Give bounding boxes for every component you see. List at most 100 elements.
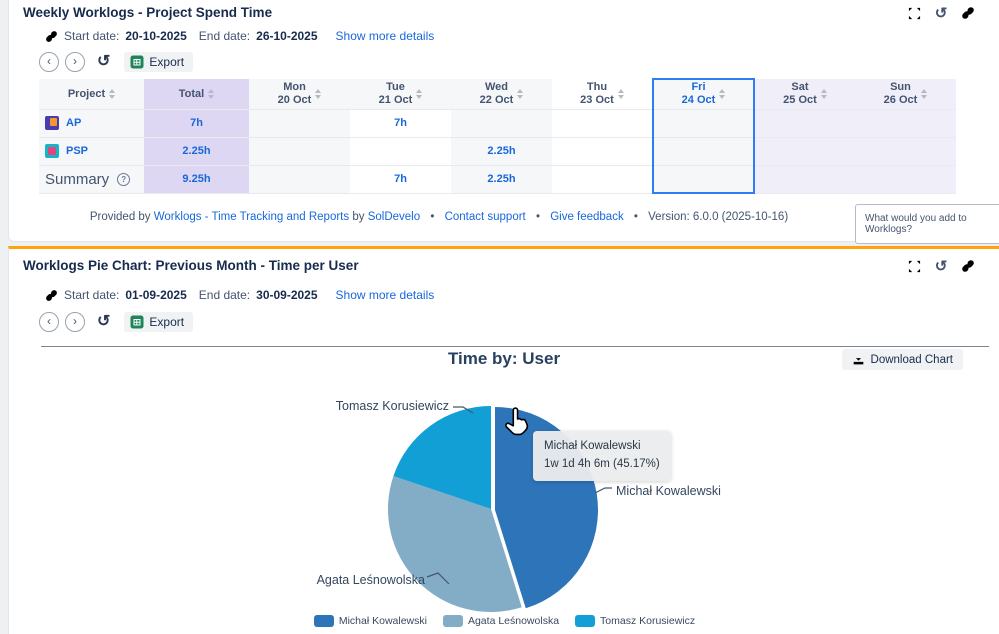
table-cell bbox=[249, 165, 350, 194]
spreadsheet-icon bbox=[130, 55, 144, 69]
table-cell bbox=[249, 137, 350, 166]
table-header-row: Project Total Mon 20 Oct Tue 21 Oct Wed 22 … bbox=[39, 78, 956, 110]
fullscreen-icon[interactable] bbox=[905, 257, 923, 275]
link-icon[interactable] bbox=[959, 4, 977, 22]
column-header-project[interactable]: Project bbox=[39, 79, 144, 110]
column-header-tue[interactable]: Tue 21 Oct bbox=[350, 79, 451, 110]
chart-legend: Michał Kowalewski Agata Leśnowolska Toma… bbox=[9, 615, 999, 627]
give-feedback-link[interactable]: Give feedback bbox=[550, 211, 624, 223]
pie-slice-1[interactable] bbox=[388, 476, 522, 612]
project-avatar-icon bbox=[45, 116, 59, 130]
app-link[interactable]: Worklogs - Time Tracking and Reports bbox=[153, 211, 350, 223]
column-header-fri-today[interactable]: Fri 24 Oct bbox=[652, 78, 755, 110]
link-icon[interactable] bbox=[959, 257, 977, 275]
column-header-mon[interactable]: Mon 20 Oct bbox=[249, 79, 350, 110]
column-header-thu[interactable]: Thu 23 Oct bbox=[552, 79, 653, 110]
table-cell bbox=[754, 109, 855, 138]
table-row-summary: Summary? 9.25h 7h 2.25h bbox=[39, 165, 956, 194]
contact-support-link[interactable]: Contact support bbox=[444, 211, 526, 223]
worklog-table: Project Total Mon 20 Oct Tue 21 Oct Wed 22 … bbox=[39, 78, 956, 194]
divider bbox=[41, 346, 989, 347]
widget1-header-actions: ↺ bbox=[878, 4, 977, 22]
table-cell bbox=[451, 109, 552, 138]
pie-label-agata: Agata Leśnowolska bbox=[316, 573, 425, 587]
column-header-total[interactable]: Total bbox=[144, 79, 249, 110]
widget2-dates: Start date: 01-09-2025 End date: 30-09-2… bbox=[45, 288, 434, 302]
column-header-wed[interactable]: Wed 22 Oct bbox=[451, 79, 552, 110]
start-date-value: 01-09-2025 bbox=[125, 288, 187, 302]
table-row-ap: AP 7h 7h bbox=[39, 109, 956, 138]
widget1-title: Weekly Worklogs - Project Spend Time bbox=[23, 5, 273, 20]
legend-item-agata[interactable]: Agata Leśnowolska bbox=[442, 615, 559, 627]
download-chart-button[interactable]: Download Chart bbox=[841, 349, 963, 370]
table-cell bbox=[855, 109, 956, 138]
leader-line-tomasz bbox=[453, 406, 474, 414]
collapse-icon[interactable] bbox=[878, 4, 896, 22]
export-label: Export bbox=[149, 315, 185, 329]
column-header-sat[interactable]: Sat 25 Oct bbox=[754, 79, 855, 110]
pie-label-tomasz: Tomasz Korusiewicz bbox=[335, 399, 449, 413]
info-icon[interactable]: ? bbox=[117, 172, 131, 186]
widget2-header-actions: ↺ bbox=[878, 257, 977, 275]
history-icon[interactable]: ↺ bbox=[934, 5, 948, 22]
table-cell bbox=[652, 165, 755, 194]
show-more-details-link[interactable]: Show more details bbox=[335, 29, 435, 43]
prev-week-button[interactable]: ‹ bbox=[39, 52, 59, 72]
sort-icon bbox=[517, 88, 524, 99]
pie-label-michal: Michał Kowalewski bbox=[616, 484, 721, 498]
show-more-details-link[interactable]: Show more details bbox=[335, 288, 435, 302]
reset-icon[interactable]: ↺ bbox=[97, 53, 111, 70]
table-cell bbox=[249, 109, 350, 138]
sort-icon bbox=[208, 88, 215, 99]
pie-slice-2[interactable] bbox=[393, 406, 491, 509]
column-header-sun[interactable]: Sun 26 Oct bbox=[855, 79, 956, 110]
summary-label: Summary bbox=[45, 170, 110, 188]
table-cell bbox=[754, 137, 855, 166]
end-date-label: End date: bbox=[198, 29, 251, 43]
fullscreen-icon[interactable] bbox=[905, 4, 923, 22]
export-button[interactable]: Export bbox=[124, 52, 194, 72]
table-cell bbox=[652, 109, 755, 138]
end-date-value: 26-10-2025 bbox=[256, 29, 318, 43]
leader-line-michal bbox=[594, 487, 612, 494]
legend-swatch bbox=[575, 615, 596, 627]
table-cell bbox=[552, 165, 653, 194]
table-cell bbox=[754, 165, 855, 194]
sort-icon bbox=[719, 89, 726, 100]
reset-icon[interactable]: ↺ bbox=[97, 313, 111, 330]
sort-icon bbox=[820, 88, 827, 99]
next-period-button[interactable]: › bbox=[65, 312, 85, 332]
table-row-psp: PSP 2.25h 2.25h bbox=[39, 137, 956, 166]
start-date-label: Start date: bbox=[64, 288, 120, 302]
end-date-value: 30-09-2025 bbox=[256, 288, 318, 302]
history-icon[interactable]: ↺ bbox=[934, 258, 948, 275]
export-button[interactable]: Export bbox=[124, 312, 194, 332]
widget2-title: Worklogs Pie Chart: Previous Month - Tim… bbox=[23, 258, 359, 273]
feedback-prompt-box[interactable]: What would you add to Worklogs? bbox=[855, 204, 999, 244]
collapse-icon[interactable] bbox=[878, 257, 896, 275]
legend-swatch bbox=[313, 615, 334, 627]
widget2-toolbar: ‹ › ↺ Export bbox=[39, 312, 194, 332]
table-cell: 2.25h bbox=[144, 137, 249, 166]
tooltip-title: Michał Kowalewski bbox=[544, 440, 641, 452]
start-date-label: Start date: bbox=[64, 29, 120, 43]
table-cell: 2.25h bbox=[451, 165, 552, 194]
legend-item-tomasz[interactable]: Tomasz Korusiewicz bbox=[575, 615, 695, 627]
table-cell: 7h bbox=[350, 109, 451, 138]
project-link-psp[interactable]: PSP bbox=[45, 144, 138, 158]
project-link-ap[interactable]: AP bbox=[45, 116, 138, 130]
next-week-button[interactable]: › bbox=[65, 52, 85, 72]
pie-chart-area: Tomasz Korusiewicz Michał Kowalewski Aga… bbox=[9, 381, 999, 617]
legend-item-michal[interactable]: Michał Kowalewski bbox=[313, 615, 427, 627]
tooltip-value: 1w 1d 4h 6m (45.17%) bbox=[544, 457, 660, 470]
end-date-label: End date: bbox=[198, 288, 251, 302]
vendor-link[interactable]: SolDevelo bbox=[367, 211, 421, 223]
project-cell: PSP bbox=[39, 137, 144, 166]
project-avatar-icon bbox=[45, 144, 59, 158]
sort-icon bbox=[416, 88, 423, 99]
sort-icon bbox=[921, 88, 928, 99]
widget-weekly-worklogs: Weekly Worklogs - Project Spend Time ↺ S… bbox=[8, 0, 999, 244]
sort-icon bbox=[315, 88, 322, 99]
table-cell bbox=[652, 137, 755, 166]
prev-period-button[interactable]: ‹ bbox=[39, 312, 59, 332]
